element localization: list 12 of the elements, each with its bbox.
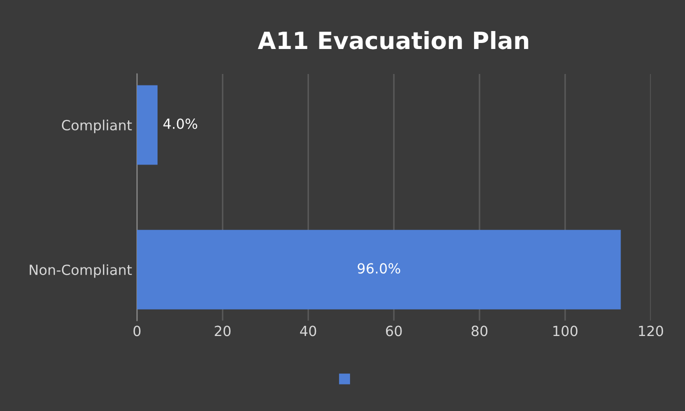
x-tick-label: 40	[300, 326, 316, 336]
x-tick-label: 120	[639, 326, 664, 336]
x-tick-label: 0	[133, 326, 140, 336]
y-tick-label: Compliant	[62, 120, 132, 134]
x-tick-label: 100	[553, 326, 578, 336]
x-tick-label: 60	[386, 326, 402, 336]
x-tick-label: 20	[214, 326, 231, 336]
x-tick-label: 80	[472, 326, 488, 336]
chart-title: A11 Evacuation Plan	[258, 31, 528, 50]
y-tick-label: Non-Compliant	[30, 264, 132, 278]
annotation: 4.0%	[163, 118, 198, 129]
annotation: 96.0%	[358, 263, 400, 274]
